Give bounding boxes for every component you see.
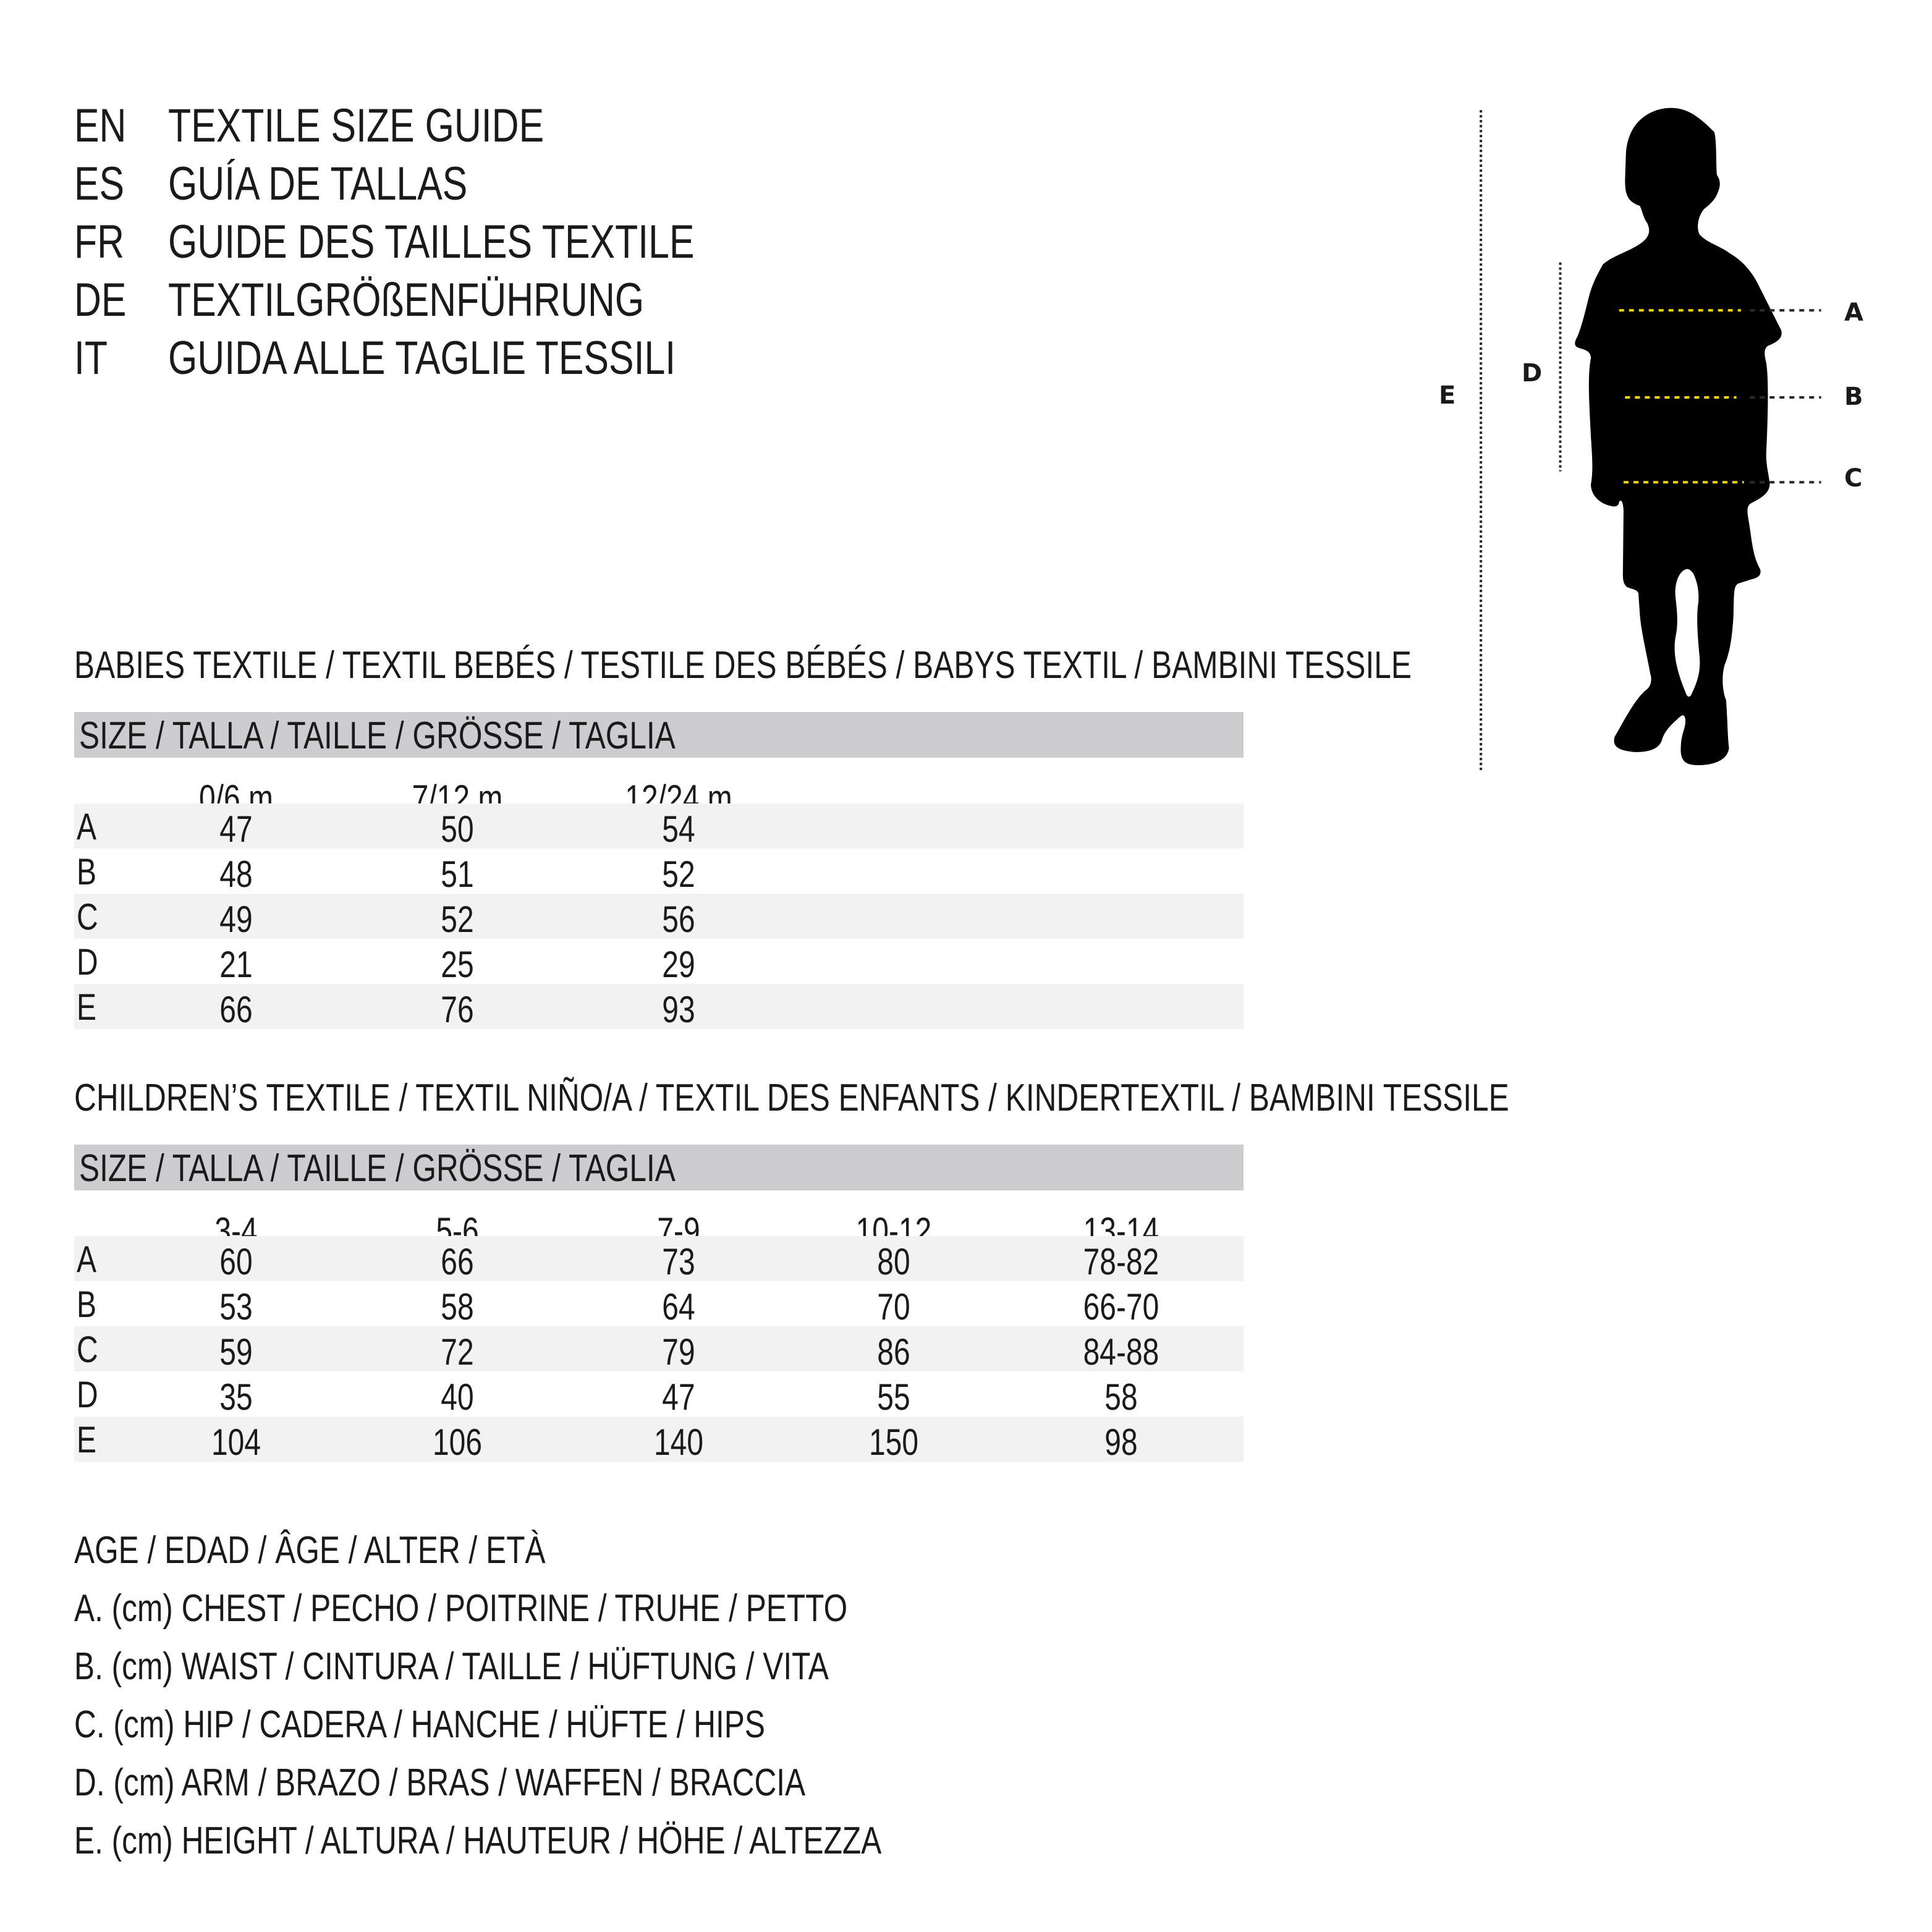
row-shade [74, 1417, 1244, 1462]
label-a: A [1844, 299, 1863, 327]
title-en: TEXTILE SIZE GUIDE [168, 100, 544, 152]
table-cell: 40 [441, 1376, 474, 1418]
table-cell: 86 [877, 1331, 910, 1373]
row-label: C [77, 896, 98, 938]
title-it: GUIDA ALLE TAGLIE TESSILI [168, 332, 676, 384]
children-heading: CHILDREN’S TEXTILE / TEXTIL NIÑO/A / TEX… [74, 1077, 1509, 1119]
label-c: C [1844, 464, 1863, 493]
label-e: E [1439, 381, 1456, 410]
table-cell: 60 [219, 1241, 253, 1282]
table-cell: 29 [662, 944, 695, 985]
row-label: B [77, 851, 97, 892]
table-cell: 93 [662, 989, 695, 1030]
row-label: B [77, 1284, 97, 1325]
row-label: E [77, 986, 97, 1028]
row-shade [74, 984, 1244, 1029]
table-cell: 52 [662, 854, 695, 895]
legend-chest: A. (cm) CHEST / PECHO / POITRINE / TRUHE… [74, 1587, 848, 1630]
table-cell: 66-70 [1083, 1286, 1159, 1328]
size-header-bar [74, 1145, 1244, 1190]
table-cell: 79 [662, 1331, 695, 1373]
row-shade [74, 894, 1244, 939]
lang-code: EN [74, 100, 127, 152]
lang-code: IT [74, 332, 108, 384]
table-cell: 47 [219, 808, 253, 850]
size-header: SIZE / TALLA / TAILLE / GRÖSSE / TAGLIA [79, 714, 676, 757]
size-header-bar [74, 712, 1244, 758]
table-cell: 25 [441, 944, 474, 985]
label-b: B [1844, 383, 1863, 411]
row-label: D [77, 941, 98, 983]
table-cell: 84-88 [1083, 1331, 1159, 1373]
table-cell: 54 [662, 808, 695, 850]
size-header: SIZE / TALLA / TAILLE / GRÖSSE / TAGLIA [79, 1147, 676, 1190]
legend-height: E. (cm) HEIGHT / ALTURA / HAUTEUR / HÖHE… [74, 1820, 882, 1862]
table-cell: 98 [1104, 1421, 1138, 1463]
title-es: GUÍA DE TALLAS [168, 158, 468, 210]
legend-age: AGE / EDAD / ÂGE / ALTER / ETÀ [74, 1529, 546, 1572]
row-shade [74, 1326, 1244, 1371]
lang-code: DE [74, 274, 127, 326]
table-cell: 48 [219, 854, 253, 895]
legend-hip: C. (cm) HIP / CADERA / HANCHE / HÜFTE / … [74, 1703, 765, 1746]
child-silhouette-icon [1421, 108, 1885, 773]
table-cell: 53 [219, 1286, 253, 1328]
table-cell: 76 [441, 989, 474, 1030]
table-cell: 150 [868, 1421, 919, 1463]
row-label: D [77, 1374, 98, 1415]
legend-waist: B. (cm) WAIST / CINTURA / TAILLE / HÜFTU… [74, 1645, 829, 1688]
table-cell: 104 [211, 1421, 261, 1463]
row-shade [74, 1236, 1244, 1281]
row-label: A [77, 806, 97, 847]
table-cell: 66 [441, 1241, 474, 1282]
table-cell: 72 [441, 1331, 474, 1373]
table-cell: 56 [662, 899, 695, 940]
row-label: C [77, 1329, 98, 1370]
lang-code: FR [74, 216, 125, 268]
title-fr: GUIDE DES TAILLES TEXTILE [168, 216, 695, 268]
table-cell: 47 [662, 1376, 695, 1418]
table-cell: 140 [653, 1421, 704, 1463]
table-cell: 58 [1104, 1376, 1138, 1418]
table-cell: 58 [441, 1286, 474, 1328]
table-cell: 55 [877, 1376, 910, 1418]
table-cell: 80 [877, 1241, 910, 1282]
lang-code: ES [74, 158, 125, 210]
table-cell: 73 [662, 1241, 695, 1282]
babies-heading: BABIES TEXTILE / TEXTIL BEBÉS / TESTILE … [74, 644, 1412, 687]
table-cell: 78-82 [1083, 1241, 1159, 1282]
table-cell: 21 [219, 944, 253, 985]
table-cell: 51 [441, 854, 474, 895]
table-cell: 50 [441, 808, 474, 850]
row-label: A [77, 1239, 97, 1280]
title-de: TEXTILGRÖßENFÜHRUNG [168, 274, 645, 326]
table-cell: 106 [432, 1421, 483, 1463]
table-cell: 35 [219, 1376, 253, 1418]
row-label: E [77, 1419, 97, 1460]
table-cell: 49 [219, 899, 253, 940]
label-d: D [1522, 359, 1543, 388]
table-cell: 70 [877, 1286, 910, 1328]
table-cell: 52 [441, 899, 474, 940]
row-shade [74, 803, 1244, 849]
table-cell: 66 [219, 989, 253, 1030]
legend-arm: D. (cm) ARM / BRAZO / BRAS / WAFFEN / BR… [74, 1761, 806, 1804]
table-cell: 64 [662, 1286, 695, 1328]
table-cell: 59 [219, 1331, 253, 1373]
